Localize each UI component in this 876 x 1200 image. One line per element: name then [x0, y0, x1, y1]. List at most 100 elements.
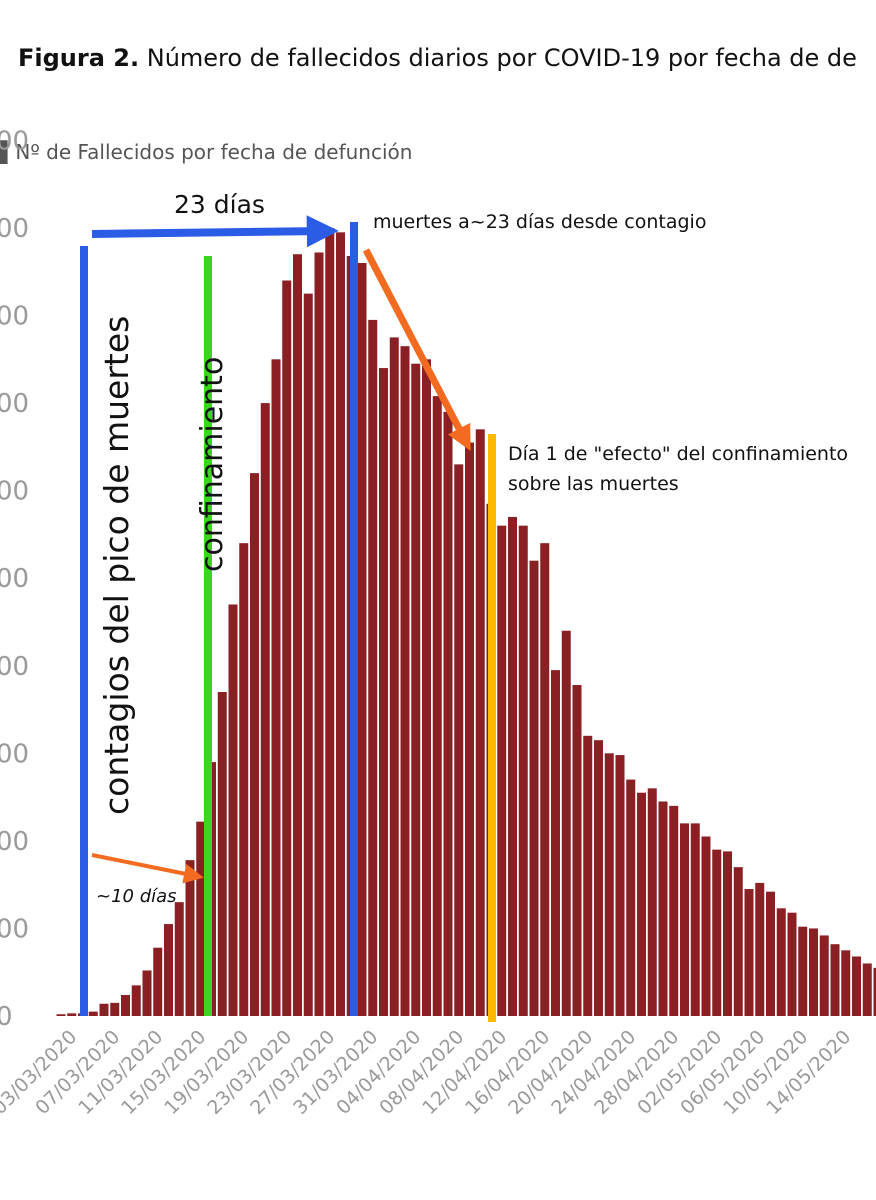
bar [282, 280, 292, 1017]
bar [852, 956, 861, 1016]
bar [508, 516, 517, 1016]
bar [830, 944, 840, 1016]
bar [153, 947, 163, 1016]
bar [250, 473, 259, 1016]
bar [293, 254, 302, 1016]
figure-label: Figura 2. [18, 44, 140, 72]
days-label: 23 días [174, 190, 265, 219]
bar [196, 821, 206, 1016]
bar [680, 823, 689, 1016]
effect-arrow [362, 248, 471, 451]
bar [733, 867, 743, 1016]
y-tick-label: 0 [0, 1002, 13, 1032]
annotations-layer: 23 días muertes a~23 días desde contagio… [80, 190, 848, 1022]
bar [744, 889, 754, 1016]
bar [647, 788, 657, 1016]
bar [336, 232, 345, 1016]
bar [432, 396, 442, 1016]
bar [551, 670, 560, 1016]
effect-label-line2: sobre las muertes [508, 473, 679, 495]
figure-caption-text: Número de fallecidos diarios por COVID-1… [146, 44, 857, 72]
bar [99, 1003, 109, 1016]
bar [540, 543, 550, 1016]
bar [755, 882, 765, 1016]
ten-days-label: ~10 días [96, 886, 177, 907]
bar [454, 464, 464, 1016]
contagion-peak-label: contagios del pico de muertes [97, 316, 136, 815]
bar [615, 755, 625, 1016]
bar [669, 805, 679, 1016]
bar [787, 912, 797, 1016]
bar [56, 1014, 66, 1016]
x-axis: 03/03/202007/03/202011/03/202015/03/2020… [0, 1026, 855, 1119]
bar [217, 692, 227, 1016]
bar [723, 851, 732, 1016]
bar [637, 792, 646, 1016]
bar [88, 1011, 98, 1016]
bar [121, 994, 130, 1016]
bar [303, 293, 313, 1016]
bar [400, 346, 410, 1016]
y-tick-label: 00 [0, 477, 29, 507]
figure-caption: Figura 2. Número de fallecidos diarios p… [18, 44, 857, 72]
bar [862, 963, 872, 1016]
bar [228, 604, 238, 1016]
bar [690, 823, 700, 1016]
bar [766, 891, 775, 1016]
bars-layer [56, 227, 876, 1017]
bar [325, 227, 335, 1016]
y-tick-label: 00 [0, 389, 29, 419]
bar [572, 685, 582, 1016]
lockdown-label: confinamiento [195, 357, 230, 572]
bar [110, 1002, 120, 1016]
bar [379, 368, 388, 1016]
bar [819, 935, 829, 1016]
bar [626, 779, 636, 1016]
bar [841, 950, 851, 1016]
bar [185, 860, 195, 1016]
bar [465, 442, 474, 1016]
y-tick-label: 00 [0, 914, 29, 944]
y-tick-label: 00 [0, 827, 29, 857]
bar [411, 363, 421, 1017]
bar [357, 262, 367, 1016]
bar [389, 337, 399, 1016]
bar [314, 252, 324, 1016]
bar [239, 543, 249, 1016]
bar [475, 429, 485, 1016]
ten-days-arrow [91, 853, 204, 884]
y-tick-label: 00 [0, 739, 29, 769]
bar [658, 801, 668, 1016]
bar [873, 967, 876, 1016]
bar [131, 985, 141, 1016]
bar [583, 735, 593, 1016]
y-tick-label: 00 [0, 126, 29, 156]
y-tick-label: 00 [0, 564, 29, 594]
effect-label-line1: Día 1 de "efecto" del confinamiento [508, 443, 848, 465]
bar [443, 411, 453, 1016]
y-tick-label: 00 [0, 302, 29, 332]
bar [368, 319, 378, 1016]
chart-title-text: Nº de Fallecidos por fecha de defunción [15, 140, 413, 164]
bar [776, 908, 786, 1016]
bar [529, 560, 539, 1016]
bar [271, 359, 281, 1016]
bar [561, 630, 571, 1016]
y-tick-label: 00 [0, 652, 29, 682]
bar [604, 753, 614, 1016]
bar [798, 926, 808, 1016]
bar [142, 970, 152, 1016]
y-tick-label: 00 [0, 214, 29, 244]
chart-title: ▌Nº de Fallecidos por fecha de defunción [0, 140, 413, 164]
bar [701, 836, 711, 1016]
bar [497, 525, 507, 1016]
bar [594, 740, 603, 1016]
bar [67, 1013, 77, 1016]
bar [260, 403, 270, 1017]
bar [712, 849, 722, 1016]
peak-deaths-label: muertes a~23 días desde contagio [373, 211, 706, 233]
bar [809, 928, 818, 1016]
bar [174, 902, 184, 1016]
